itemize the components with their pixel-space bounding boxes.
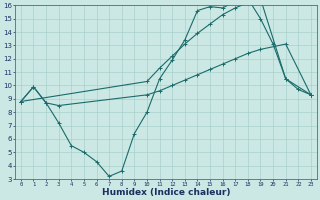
X-axis label: Humidex (Indice chaleur): Humidex (Indice chaleur)	[102, 188, 230, 197]
